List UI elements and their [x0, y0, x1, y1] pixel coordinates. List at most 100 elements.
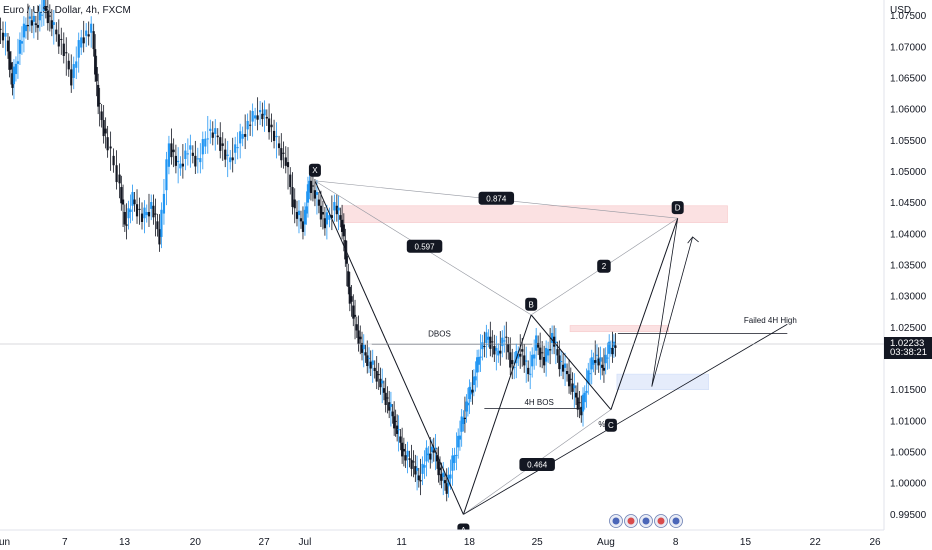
candle-body	[319, 205, 323, 220]
annotation-text: %	[598, 420, 605, 429]
candle-body	[28, 16, 31, 19]
candle-body	[172, 149, 175, 153]
candle-body	[457, 435, 460, 448]
candle-body	[556, 349, 559, 356]
candle-body	[585, 390, 588, 393]
candle-body	[152, 205, 155, 218]
price-axis[interactable]: USD 1.075001.070001.065001.060001.055001…	[883, 0, 932, 550]
candle-body	[299, 218, 303, 222]
candle-body	[397, 428, 400, 431]
point-label-x-box	[308, 163, 321, 177]
candle-body	[543, 356, 546, 366]
ascending-trendline	[463, 323, 788, 515]
candle-body	[601, 364, 604, 368]
candle-body	[373, 367, 376, 371]
candle-body	[449, 474, 452, 479]
candle-body	[590, 357, 593, 370]
time-axis[interactable]: Jun 7 13 20 27 Jul 11 18 25 Aug 8 15 22 26	[0, 529, 884, 550]
candle-body	[77, 40, 80, 58]
candle-body	[515, 351, 518, 364]
candle-body	[254, 115, 257, 119]
candle-body	[282, 152, 285, 154]
symbol-title: Euro / U.S. Dollar, 4h, FXCM	[3, 5, 131, 16]
candle-body	[460, 416, 463, 432]
candle-body	[186, 153, 189, 155]
price-tag-box	[884, 337, 932, 360]
candle-body	[533, 354, 536, 359]
candle-body	[30, 20, 33, 26]
candle-body	[94, 49, 97, 75]
candle-body	[11, 73, 14, 88]
candle-body	[410, 459, 413, 469]
candle-body	[57, 34, 60, 47]
candle-body	[396, 425, 399, 434]
candle-body	[381, 380, 384, 384]
current-price-value: 1.02233	[890, 338, 924, 349]
candle-body	[123, 212, 126, 225]
candle-body	[364, 352, 367, 356]
candle-body	[241, 134, 244, 139]
candle-body	[573, 385, 576, 389]
candle-body	[599, 357, 602, 362]
candle-body	[50, 20, 53, 29]
projection-path	[651, 218, 694, 387]
candle-body	[97, 84, 100, 107]
ratio-label-box	[406, 239, 443, 253]
y-tick-label: 1.05500	[890, 136, 927, 147]
candle-body	[167, 143, 171, 167]
candle-body	[67, 60, 70, 70]
y-tick-label: 1.00000	[890, 479, 927, 490]
candle-body	[477, 356, 480, 365]
candle-body	[44, 6, 47, 11]
candle-body	[18, 39, 22, 54]
candle-body	[462, 417, 465, 424]
candle-body	[440, 473, 443, 481]
candle-body	[104, 128, 107, 134]
candle-body	[263, 109, 266, 116]
candle-body	[55, 29, 58, 35]
candle-body	[382, 388, 386, 393]
candle-body	[558, 355, 561, 370]
event-icons[interactable]	[609, 514, 683, 528]
candle-body	[458, 435, 462, 440]
candle-body	[256, 115, 259, 120]
candle-body	[429, 453, 432, 460]
x-tick-label: Jul	[299, 537, 312, 548]
flag-icon-fill	[627, 517, 635, 525]
candle-body	[565, 371, 569, 375]
candle-body	[189, 145, 192, 150]
candle-body	[239, 131, 242, 144]
candle-body	[303, 209, 307, 225]
candle-body	[511, 360, 514, 365]
candle-body	[154, 213, 157, 215]
candle-body	[366, 355, 369, 367]
candle-body	[414, 466, 417, 475]
candle-body	[435, 455, 439, 462]
candle-body	[70, 69, 73, 86]
candle-body	[360, 342, 364, 353]
candle-body	[80, 37, 83, 48]
candle-body	[60, 38, 63, 40]
candle-body	[592, 360, 595, 365]
candle-body	[145, 212, 148, 216]
candle-body	[150, 202, 153, 209]
y-tick-label: 1.03000	[890, 292, 927, 303]
candle-body	[92, 31, 95, 50]
candle-body	[87, 34, 90, 37]
currency-label: USD	[890, 5, 911, 16]
candle-body	[408, 458, 411, 460]
candle-body	[295, 212, 299, 219]
candle-body	[224, 149, 227, 160]
candle-body	[270, 124, 273, 128]
x-tick-labels: Jun 7 13 20 27 Jul 11 18 25 Aug 8 15 22 26	[0, 537, 881, 548]
candle-body	[194, 155, 197, 167]
candle-body	[308, 180, 311, 192]
candle-body	[384, 392, 387, 405]
candle-body	[280, 148, 283, 161]
candle-body	[406, 450, 409, 457]
candle-body	[419, 480, 422, 482]
candle-body	[469, 389, 472, 395]
candle-body	[100, 111, 103, 121]
candle-body	[485, 332, 488, 343]
